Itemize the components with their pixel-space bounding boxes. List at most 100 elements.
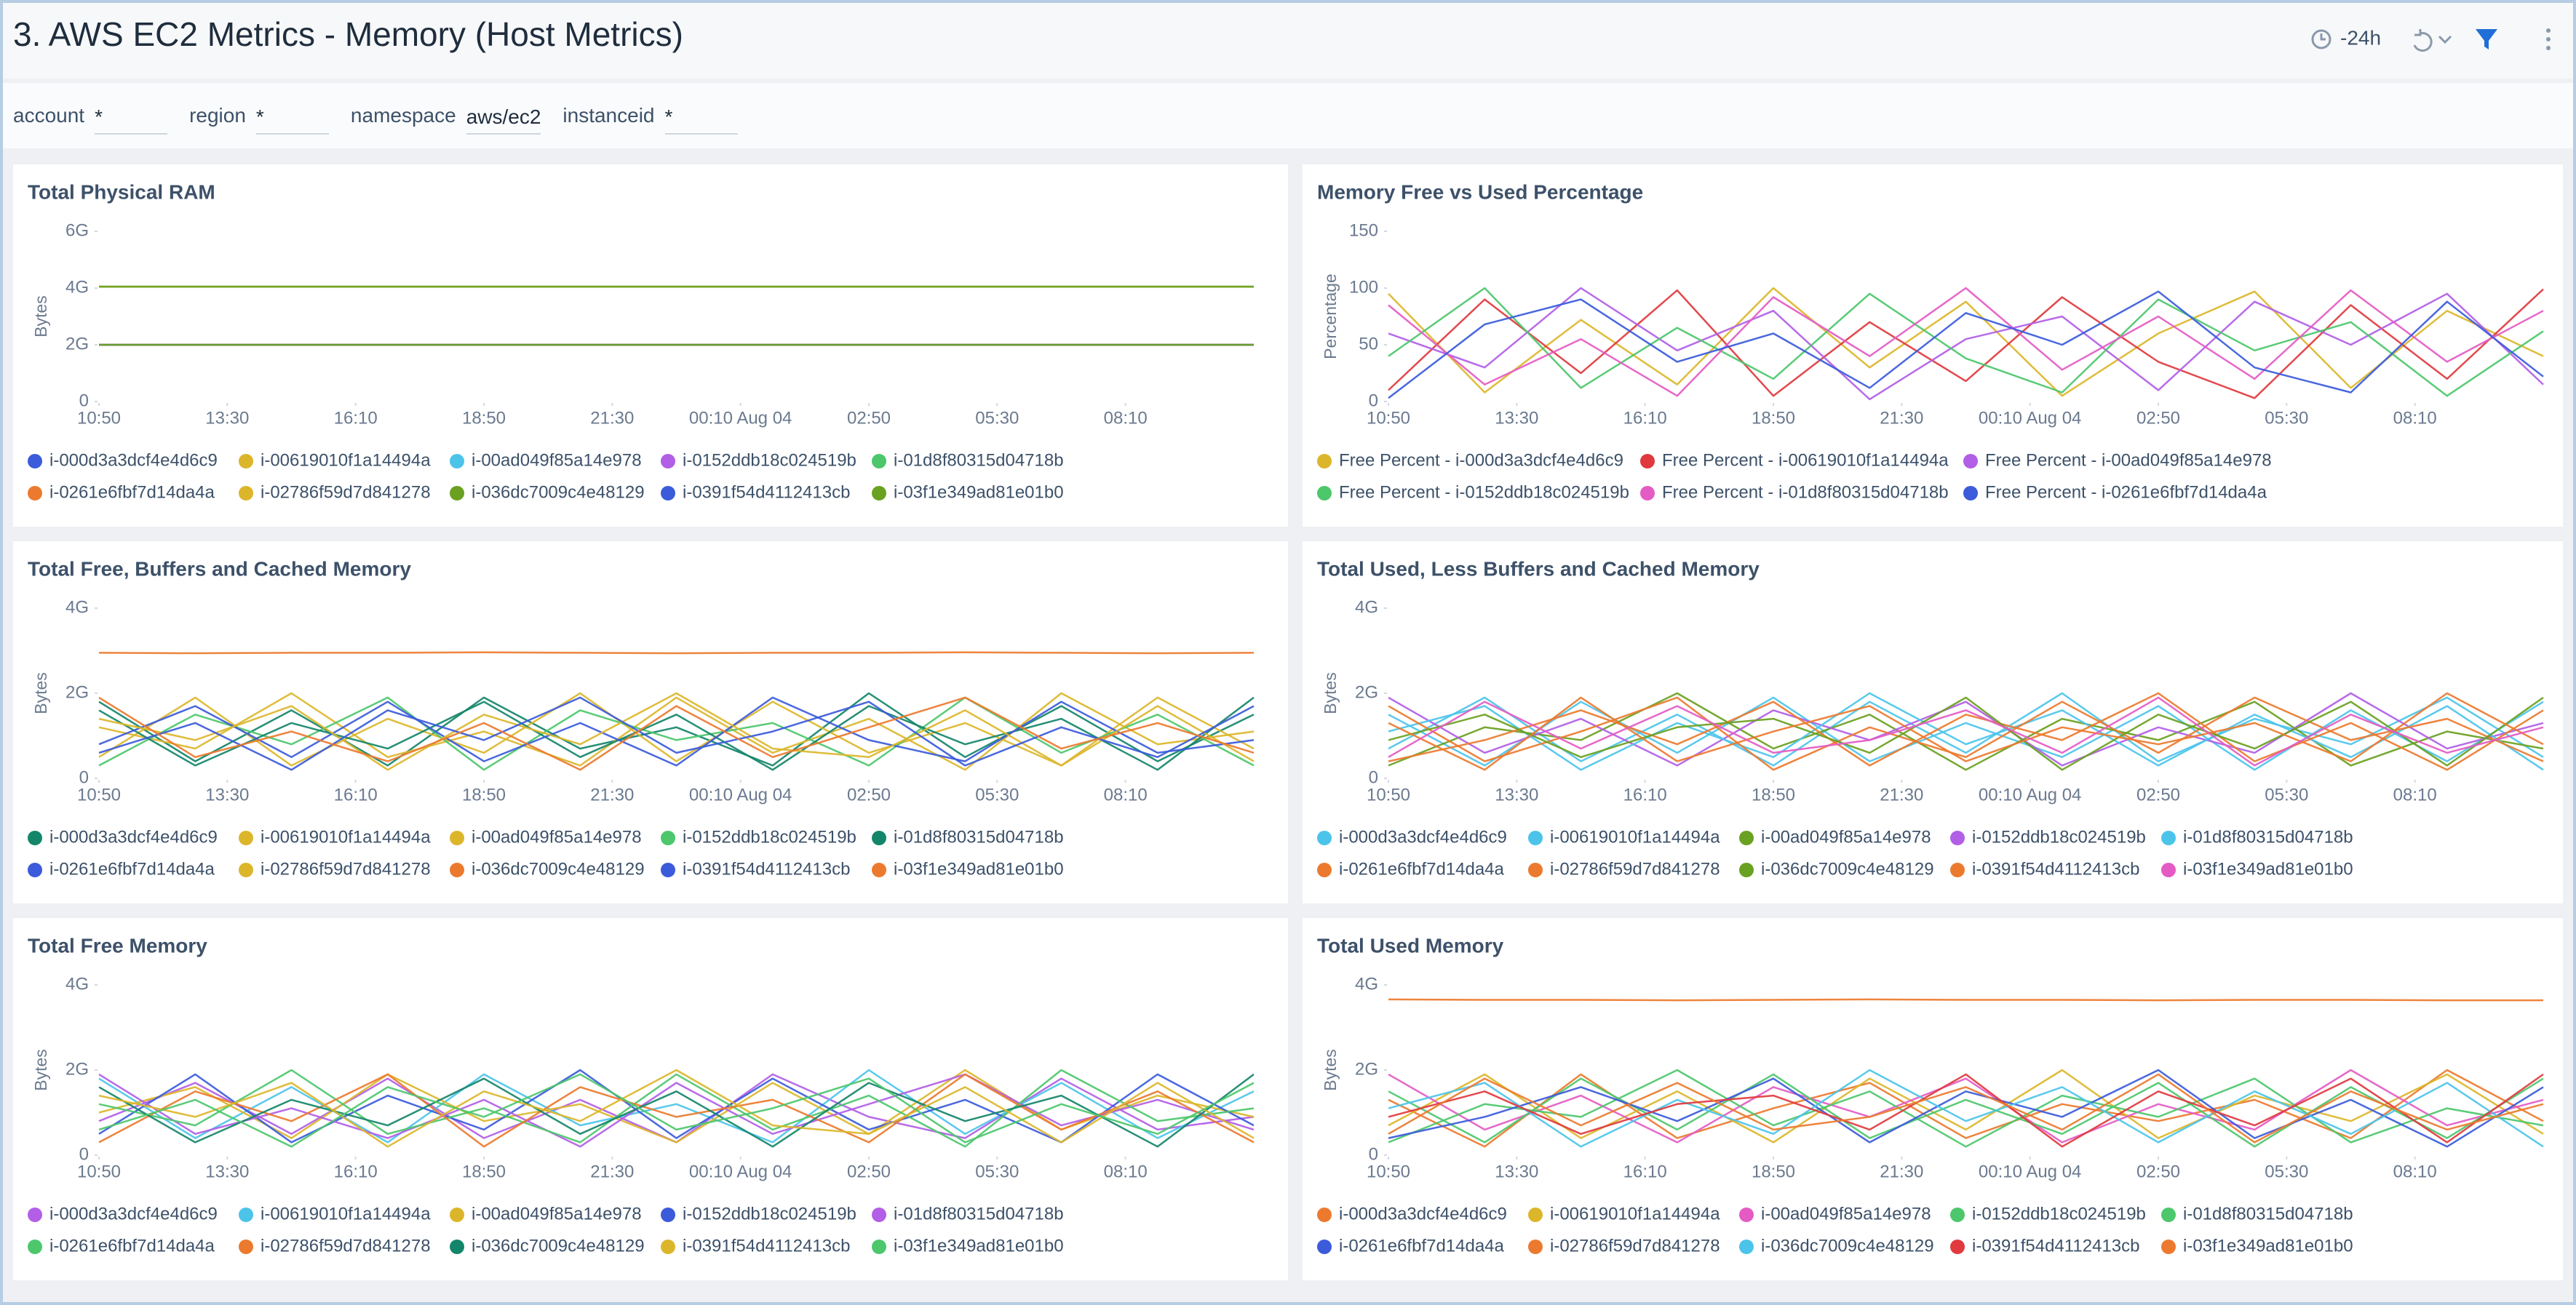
x-tick-label: 02:50 — [2136, 785, 2180, 805]
panel-title: Total Free Memory — [28, 934, 207, 957]
filter-input[interactable]: * — [95, 105, 168, 135]
panel-title: Total Used Memory — [1317, 934, 1504, 957]
series-line — [98, 692, 1255, 771]
series-line — [98, 1073, 1255, 1148]
series-line — [1388, 287, 2544, 397]
legend-swatch — [239, 831, 253, 845]
legend-swatch — [1963, 454, 1978, 468]
legend-label: i-0152ddb18c024519b — [683, 450, 856, 470]
legend-swatch — [1528, 831, 1543, 845]
legend-label: Free Percent - i-0261e6fbf7d14da4a — [1985, 482, 2267, 502]
x-tick-label: 10:50 — [1367, 785, 1410, 805]
x-tick-label: 00:10 Aug 04 — [1979, 785, 2081, 805]
series-line — [1388, 1069, 2544, 1148]
legend-label: i-000d3a3dcf4e4d6c9 — [49, 450, 218, 470]
series-line — [1388, 692, 2544, 767]
series-line — [1388, 1069, 2544, 1144]
refresh-menu[interactable] — [2438, 35, 2452, 44]
x-tick-label: 08:10 — [2393, 785, 2437, 805]
y-tick-label: 4G — [65, 974, 89, 994]
filter-input[interactable]: * — [664, 105, 738, 135]
legend-label: i-03f1e349ad81e01b0 — [894, 1236, 1064, 1256]
legend-label: i-00619010f1a14494a — [261, 450, 431, 470]
filter-input[interactable]: * — [255, 105, 329, 135]
legend-swatch — [1528, 863, 1543, 877]
x-tick-label: 21:30 — [1880, 408, 1923, 428]
x-tick-label: 16:10 — [1623, 1162, 1667, 1181]
legend-label: i-0152ddb18c024519b — [683, 827, 856, 847]
legend-label: i-02786f59d7d841278 — [1550, 859, 1720, 879]
x-tick-label: 02:50 — [2136, 1162, 2180, 1181]
legend-label: i-02786f59d7d841278 — [1550, 1236, 1720, 1256]
legend-swatch — [1640, 486, 1655, 500]
legend-swatch — [1317, 863, 1332, 877]
legend-swatch — [1528, 1208, 1543, 1222]
x-tick-label: 10:50 — [77, 785, 121, 805]
series-line — [98, 696, 1255, 771]
legend-label: i-03f1e349ad81e01b0 — [2183, 859, 2353, 879]
filter-bar: account * region * namespace aws/ec2 instancei… — [3, 83, 2573, 148]
x-tick-label: 21:30 — [590, 408, 634, 428]
legend-label: i-0391f54d4112413cb — [683, 859, 850, 879]
menu-dot[interactable] — [2546, 28, 2551, 33]
x-tick-label: 08:10 — [2393, 1162, 2437, 1181]
y-axis-label: Bytes — [1321, 672, 1340, 714]
series-line — [1388, 287, 2544, 401]
x-tick-label: 05:30 — [2265, 1162, 2308, 1181]
legend-label: i-01d8f80315d04718b — [894, 450, 1064, 470]
filter-icon[interactable] — [2476, 29, 2497, 49]
header-bar: 3. AWS EC2 Metrics - Memory (Host Metric… — [3, 3, 2573, 79]
time-range[interactable]: -24h — [2340, 26, 2381, 49]
legend-swatch — [239, 454, 253, 468]
legend-label: i-0152ddb18c024519b — [1972, 1204, 2146, 1224]
menu-dot[interactable] — [2546, 37, 2551, 41]
x-tick-label: 00:10 Aug 04 — [1979, 408, 2081, 428]
series-line — [98, 1069, 1255, 1148]
filter-input[interactable]: aws/ec2 — [466, 105, 541, 135]
legend-label: i-00619010f1a14494a — [261, 827, 431, 847]
panel: Total Free, Buffers and Cached Memory Byt… — [13, 541, 1288, 903]
filter-label: instanceid — [562, 104, 655, 127]
series-line — [1388, 287, 2544, 397]
series-line — [1388, 288, 2544, 399]
x-tick-label: 08:10 — [2393, 408, 2437, 428]
legend-label: Free Percent - i-01d8f80315d04718b — [1662, 482, 1949, 502]
menu-dot[interactable] — [2546, 46, 2551, 50]
x-tick-label: 13:30 — [1495, 408, 1538, 428]
y-axis-label: Percentage — [1321, 274, 1340, 359]
legend-swatch — [872, 454, 886, 468]
legend-label: Free Percent - i-00619010f1a14494a — [1662, 450, 1949, 470]
legend-label: i-03f1e349ad81e01b0 — [894, 482, 1064, 502]
x-tick-label: 21:30 — [1880, 785, 1923, 805]
legend-swatch — [1317, 454, 1332, 468]
series-line — [1388, 696, 2544, 771]
legend-swatch — [1739, 831, 1754, 845]
legend-label: i-00ad049f85a14e978 — [1761, 1204, 1931, 1224]
panel: Total Used Memory Bytes 0 2G 4G 10:50 13:30 16:… — [1303, 918, 2563, 1280]
legend-swatch — [450, 863, 464, 877]
legend-swatch — [2161, 1208, 2176, 1222]
filter-label: account — [13, 104, 85, 127]
legend-swatch — [2161, 1240, 2176, 1254]
panel-title: Memory Free vs Used Percentage — [1317, 180, 1643, 203]
legend-swatch — [872, 831, 886, 845]
refresh-icon[interactable] — [2413, 29, 2433, 52]
legend-swatch — [1317, 831, 1332, 845]
series-line — [98, 692, 1255, 767]
x-tick-label: 05:30 — [975, 785, 1019, 805]
series-line — [1388, 1069, 2544, 1144]
series-line — [1388, 692, 2544, 771]
legend-label: i-02786f59d7d841278 — [261, 859, 431, 879]
legend-label: i-0261e6fbf7d14da4a — [1339, 859, 1505, 879]
legend-label: i-00ad049f85a14e978 — [1761, 827, 1931, 847]
x-tick-label: 18:50 — [1752, 1162, 1795, 1181]
x-tick-label: 00:10 Aug 04 — [689, 785, 792, 805]
legend-swatch — [661, 486, 675, 500]
legend-swatch — [1640, 454, 1655, 468]
legend-label: i-00619010f1a14494a — [1550, 1204, 1720, 1224]
series-line — [98, 1073, 1255, 1148]
legend-swatch — [1317, 486, 1332, 500]
clock-icon[interactable] — [2311, 29, 2331, 49]
x-tick-label: 02:50 — [847, 1162, 891, 1181]
legend-swatch — [450, 1240, 464, 1254]
